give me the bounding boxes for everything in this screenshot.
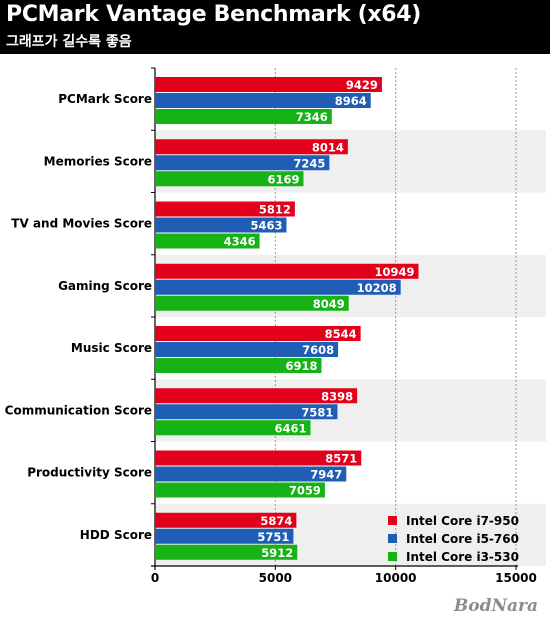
bar — [155, 388, 358, 404]
bar — [155, 528, 294, 544]
bar-value-label: 7059 — [289, 484, 321, 498]
bar — [155, 201, 295, 217]
bar-value-label: 7608 — [302, 343, 334, 357]
bar — [155, 342, 339, 357]
category-label: Communication Score — [5, 403, 152, 417]
bar — [155, 77, 382, 92]
chart-title: PCMark Vantage Benchmark (x64) — [6, 2, 422, 27]
bar-value-label: 8049 — [313, 297, 345, 311]
bar-value-label: 8544 — [325, 327, 357, 341]
bar-chart: 0 5000 10000 15000 PCMark Score 9429 8964 7346 M… — [5, 67, 546, 585]
category-label: TV and Movies Score — [11, 217, 152, 231]
bar-value-label: 9429 — [346, 78, 378, 92]
bar — [155, 217, 287, 233]
bar-value-label: 7346 — [296, 110, 328, 124]
bar-value-label: 8398 — [321, 389, 353, 403]
legend-label: Intel Core i7-950 — [406, 514, 519, 528]
legend-swatch — [388, 552, 397, 561]
bar-value-label: 5751 — [257, 530, 289, 544]
bar — [155, 482, 325, 498]
category-label: HDD Score — [80, 528, 152, 542]
bar-value-label: 6461 — [274, 421, 306, 435]
x-tick-label: 10000 — [375, 571, 417, 585]
bar — [155, 233, 260, 249]
legend-swatch — [388, 534, 397, 543]
category-label: Music Score — [71, 341, 152, 355]
chart-header: PCMark Vantage Benchmark (x64) 그래프가 길수록 … — [0, 0, 550, 54]
bar-value-label: 5463 — [250, 219, 282, 233]
legend-label: Intel Core i3-530 — [406, 550, 519, 564]
category-label: Memories Score — [44, 154, 152, 168]
bar-value-label: 6918 — [285, 359, 317, 373]
bar — [155, 139, 348, 155]
x-tick-label: 15000 — [495, 571, 537, 585]
bar-value-label: 5874 — [260, 514, 292, 528]
x-tick-label: 5000 — [259, 571, 292, 585]
bar-value-label: 7947 — [310, 468, 342, 482]
category-label: Gaming Score — [58, 279, 152, 293]
bar-value-label: 8964 — [335, 94, 367, 108]
bar-value-label: 8571 — [325, 452, 357, 466]
bar — [155, 279, 401, 295]
bar — [155, 544, 298, 560]
bar — [155, 358, 322, 373]
bar — [155, 263, 419, 279]
bar-value-label: 7581 — [301, 405, 333, 419]
bar — [155, 450, 362, 466]
bar — [155, 155, 330, 171]
category-label: Productivity Score — [27, 466, 152, 480]
bar-value-label: 5812 — [259, 203, 291, 217]
bar — [155, 466, 347, 482]
bar-value-label: 5912 — [261, 546, 293, 560]
legend-label: Intel Core i5-760 — [406, 532, 519, 546]
x-tick-label: 0 — [151, 571, 159, 585]
chart-subtitle: 그래프가 길수록 좋음 — [6, 34, 132, 50]
bar — [155, 109, 332, 124]
category-label: PCMark Score — [58, 92, 152, 106]
bar-value-label: 7245 — [293, 156, 325, 170]
bar — [155, 93, 371, 108]
bar — [155, 512, 297, 528]
bar-value-label: 10208 — [357, 281, 397, 295]
bar — [155, 420, 311, 436]
bar — [155, 171, 304, 187]
bar — [155, 326, 361, 341]
bar-value-label: 10949 — [374, 265, 414, 279]
bar-value-label: 6169 — [267, 172, 299, 186]
watermark-logo: BodNara — [453, 596, 538, 616]
bar-value-label: 4346 — [224, 235, 256, 249]
legend-swatch — [388, 516, 397, 525]
bar — [155, 404, 338, 420]
bar — [155, 295, 349, 311]
bar-value-label: 8014 — [312, 140, 344, 154]
